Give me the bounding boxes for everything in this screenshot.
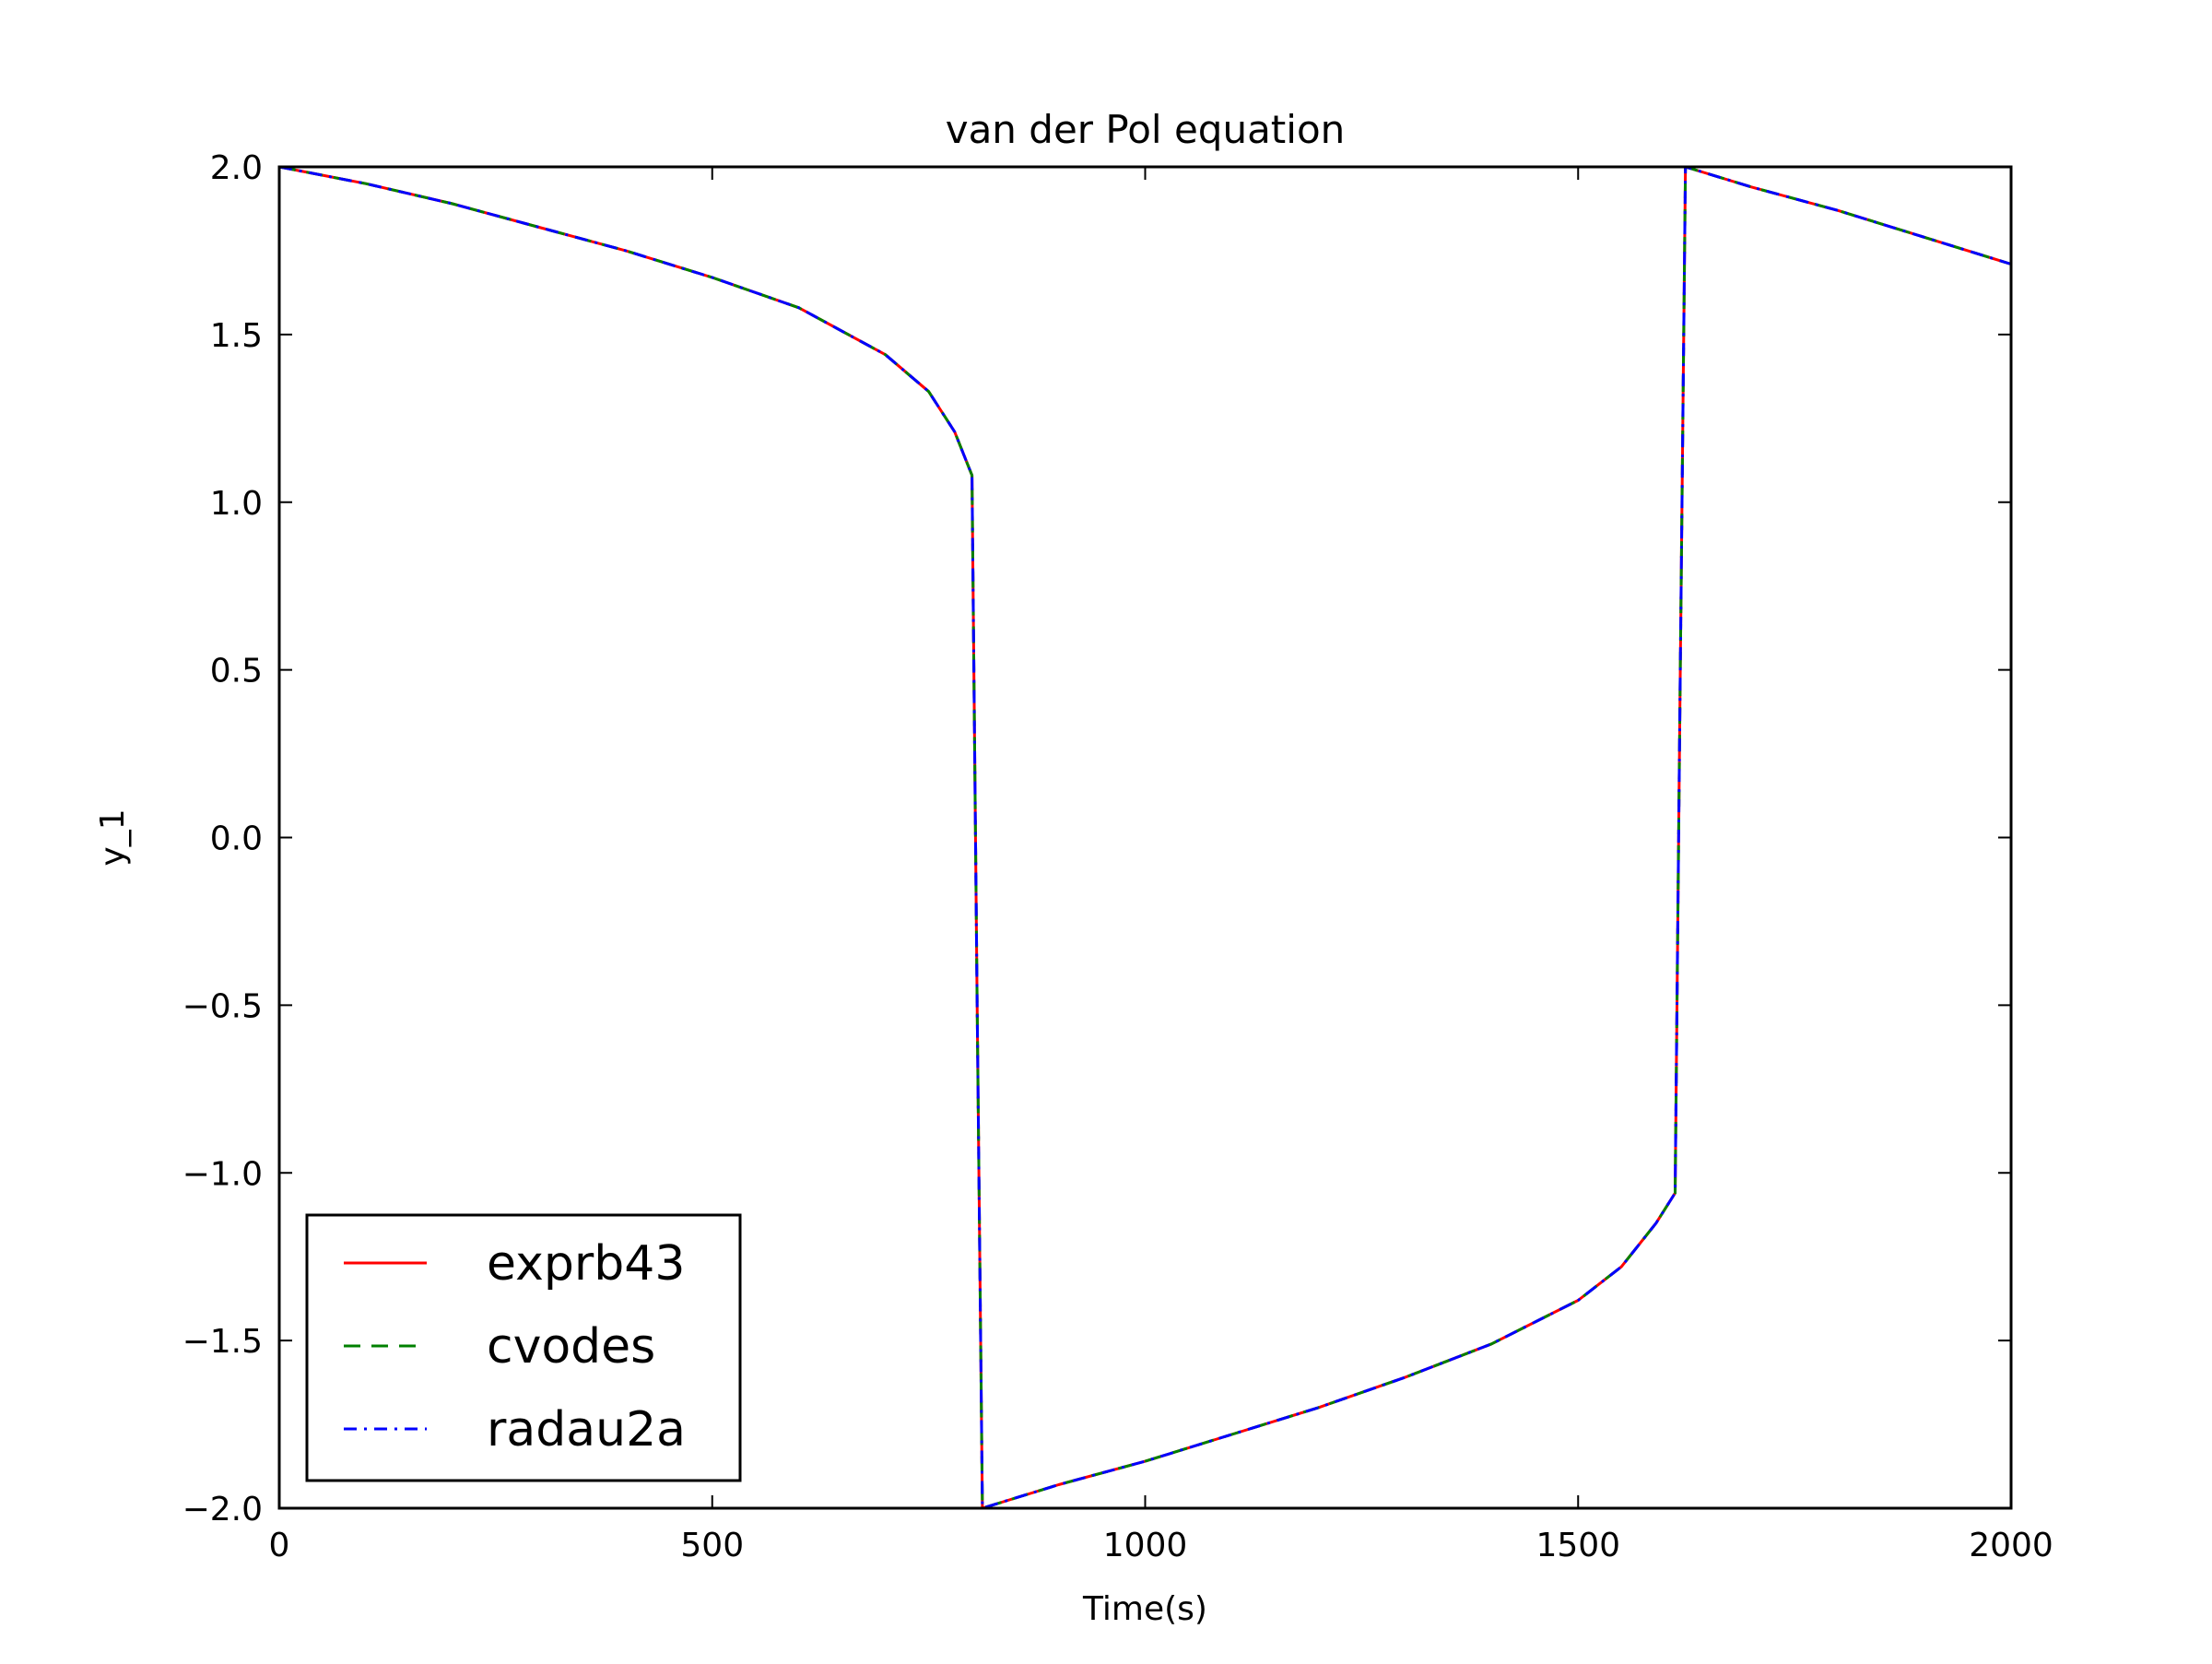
y-tick-label: −2.0 (182, 1491, 263, 1528)
series-layer (278, 165, 2012, 1510)
legend-label-cvodes: cvodes (487, 1319, 655, 1375)
x-axis-label: Time(s) (1082, 1590, 1207, 1628)
y-tick-label: −0.5 (182, 987, 263, 1025)
y-tick-label: −1.5 (182, 1323, 263, 1361)
y-tick-label: −1.0 (182, 1155, 263, 1193)
legend: exprb43 cvodes radau2a (305, 1213, 742, 1482)
x-tick-label: 500 (680, 1527, 744, 1564)
legend-label-exprb43: exprb43 (487, 1236, 685, 1292)
y-tick-label: 0.0 (210, 820, 263, 858)
legend-label-radau2a: radau2a (487, 1402, 686, 1457)
legend-box (305, 1213, 742, 1482)
x-tick-label: 1000 (1103, 1527, 1188, 1564)
y-tick-label: 1.0 (210, 485, 263, 523)
y-tick-label: 0.5 (210, 653, 263, 690)
y-tick-label: 1.5 (210, 317, 263, 355)
series-line-radau2a (278, 165, 2012, 1510)
chart-title: van der Pol equation (946, 107, 1346, 152)
tick-layer: 0 500 1000 1500 2000 2.0 1.5 1.0 0.5 0.0 −0.5 −1.0 −… (182, 149, 2053, 1564)
x-tick-label: 2000 (1969, 1527, 2053, 1564)
y-tick-label: 2.0 (210, 149, 263, 187)
x-tick-label: 1500 (1535, 1527, 1620, 1564)
x-tick-label: 0 (269, 1527, 290, 1564)
y-axis-label: y_1 (94, 808, 132, 866)
